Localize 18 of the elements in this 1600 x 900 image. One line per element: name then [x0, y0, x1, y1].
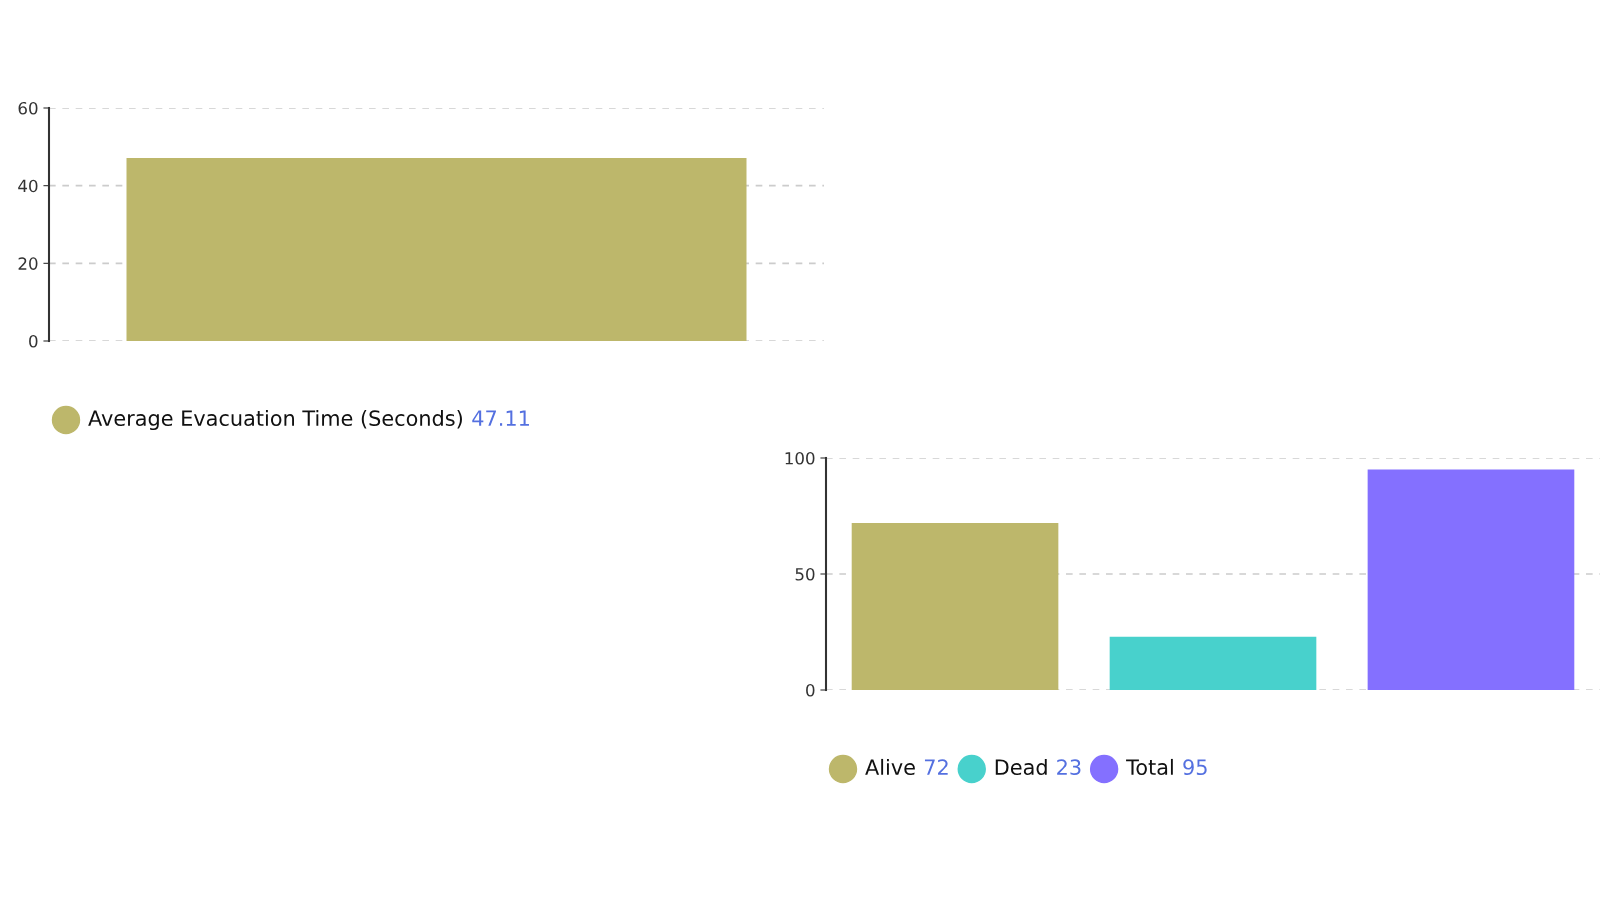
text: 47.11	[472, 410, 529, 426]
y-tick-label: 40	[18, 179, 38, 193]
bar	[851, 522, 1059, 690]
y-tick-label: 20	[18, 257, 38, 270]
y-tick-label: 60	[18, 101, 38, 115]
text: 23	[1057, 759, 1081, 776]
bar	[1367, 469, 1575, 690]
text: 72	[924, 759, 948, 775]
y-tick-label: 0	[806, 683, 815, 697]
y-tick-label: 0	[29, 334, 38, 348]
legend-label: Average Evacuation Time (Seconds)	[88, 409, 462, 431]
text: 95	[1183, 759, 1207, 776]
y-tick-label: 100	[785, 451, 815, 465]
bar	[1109, 636, 1317, 690]
legend-label: Alive	[865, 758, 915, 776]
y-tick-label: 50	[795, 567, 815, 581]
legend-label: Dead	[995, 758, 1047, 776]
legend-label: Total	[1126, 758, 1173, 776]
